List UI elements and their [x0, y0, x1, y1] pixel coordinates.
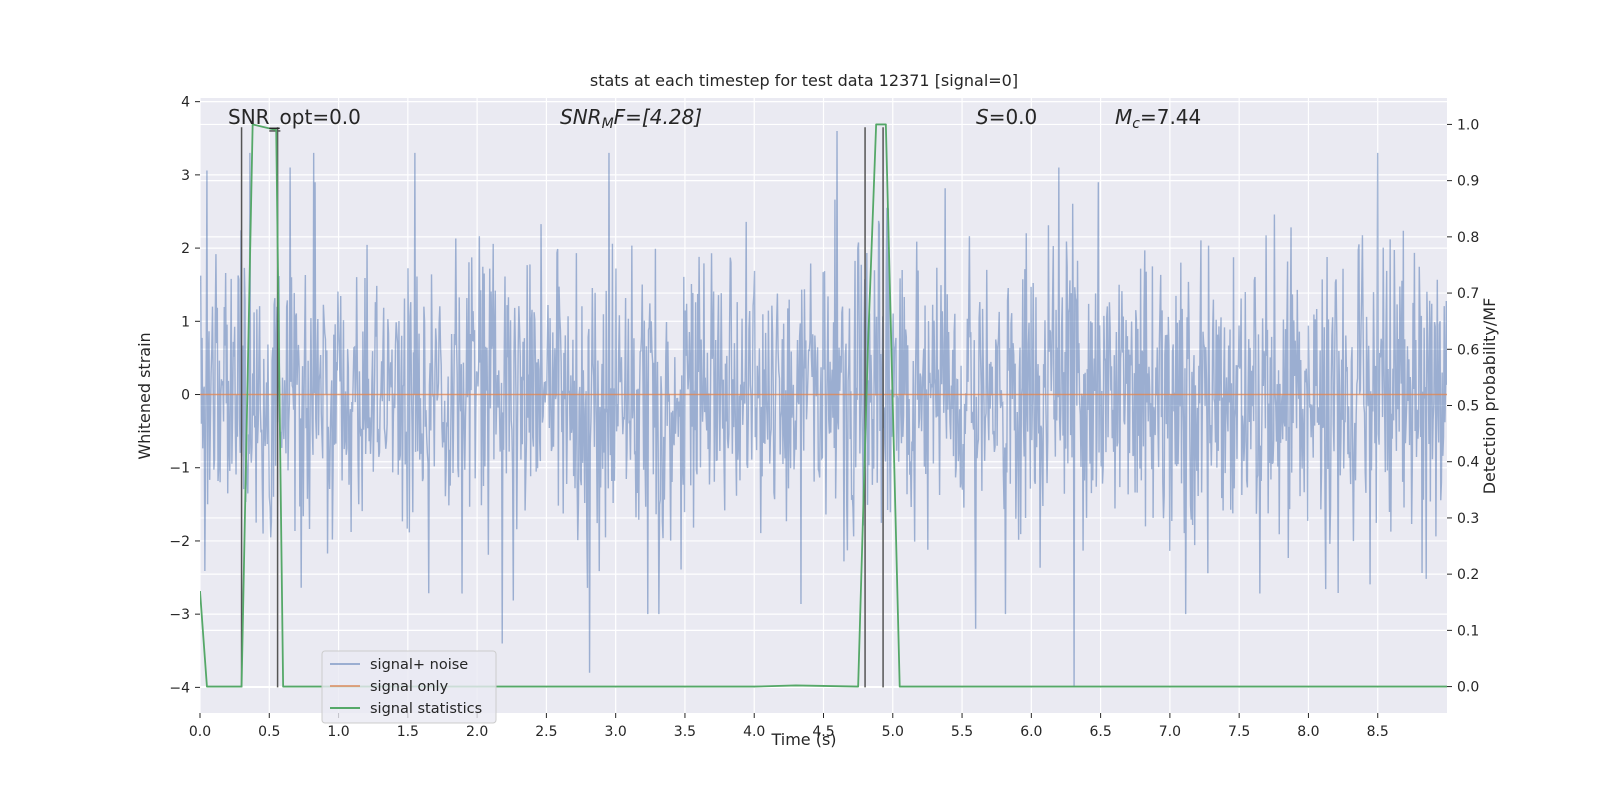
series-signal-statistics [200, 123, 1447, 688]
y-tick-label-left: 3 [181, 168, 190, 184]
x-ticks: 0.0 0.5 1.0 1.5 2.0 2.5 3.0 3.5 4.0 4.5 5.0 5.5 6.0 6… [189, 713, 1389, 740]
y-tick-label-left: 0 [181, 388, 190, 404]
y-tick-label-right: 0.0 [1457, 680, 1479, 696]
y-tick-label-right: 0.6 [1457, 342, 1479, 358]
y-tick-label-right: 0.5 [1457, 399, 1479, 415]
x-tick-label: 2.0 [466, 724, 488, 740]
x-tick-label: 1.5 [397, 724, 419, 740]
y-tick-label-right: 0.8 [1457, 230, 1479, 246]
y-tick-label-right: 0.9 [1457, 174, 1479, 190]
signal-statistics-line [200, 123, 1447, 688]
legend-box [321, 650, 497, 724]
x-tick-label: 4.5 [812, 724, 834, 740]
y-tick-label-left: −2 [169, 534, 190, 550]
y-tick-label-left: 4 [181, 95, 190, 111]
y-axis-label-left: Whitened strain [135, 332, 154, 459]
chart-title: stats at each timestep for test data 123… [590, 71, 1018, 90]
y-tick-label-right: 0.2 [1457, 567, 1479, 583]
legend-label-signal-only: signal only [370, 679, 449, 695]
legend-label-signal-noise: signal+ noise [370, 657, 468, 673]
y-axis-label-right: Detection probability/MF [1480, 298, 1499, 495]
annotation-s: S=0.0 [976, 105, 1037, 129]
x-tick-label: 5.0 [882, 724, 904, 740]
x-tick-label: 7.0 [1159, 724, 1181, 740]
x-tick-label: 6.0 [1020, 724, 1042, 740]
y-tick-label-left: 1 [181, 314, 190, 330]
x-tick-label: 4.0 [743, 724, 765, 740]
y-tick-label-right: 0.1 [1457, 623, 1479, 639]
y-ticks-right: 1.0 0.9 0.8 0.7 0.6 0.5 0.4 0.3 0.2 0.1 0.0 [1447, 117, 1479, 696]
legend-label-signal-statistics: signal statistics [370, 701, 482, 717]
signal-noise-line [200, 130, 1447, 688]
x-tick-label: 2.5 [535, 724, 557, 740]
series-signal-noise [200, 130, 1447, 688]
y-tick-label-left: −1 [169, 461, 190, 477]
legend: signal+ noise signal only signal statist… [321, 650, 497, 724]
x-tick-label: 0.0 [189, 724, 211, 740]
x-axis-label: Time (s) [770, 730, 836, 749]
x-tick-label: 8.5 [1367, 724, 1389, 740]
y-tick-label-left: −4 [169, 680, 190, 696]
y-tick-label-right: 0.4 [1457, 455, 1479, 471]
annotation-snr-opt: SNR_opt=0.0 [228, 105, 361, 129]
y-tick-label-right: 1.0 [1457, 117, 1479, 133]
y-tick-label-left: −3 [169, 607, 190, 623]
x-tick-label: 3.0 [605, 724, 627, 740]
x-tick-label: 8.0 [1297, 724, 1319, 740]
x-tick-label: 0.5 [258, 724, 280, 740]
annotation-mc: Mc=7.44 [1115, 105, 1201, 132]
annotation-snr-mf: SNRMF=[4.28] [560, 105, 702, 132]
x-tick-label: 6.5 [1089, 724, 1111, 740]
x-tick-label: 5.5 [951, 724, 973, 740]
x-tick-label: 1.0 [327, 724, 349, 740]
y-ticks-left: 4 3 2 1 0 −1 −2 −3 −4 [169, 95, 200, 696]
x-tick-label: 7.5 [1228, 724, 1250, 740]
x-tick-label: 3.5 [674, 724, 696, 740]
y-tick-label-right: 0.3 [1457, 511, 1479, 527]
y-tick-label-left: 2 [181, 241, 190, 257]
y-tick-label-right: 0.7 [1457, 286, 1479, 302]
